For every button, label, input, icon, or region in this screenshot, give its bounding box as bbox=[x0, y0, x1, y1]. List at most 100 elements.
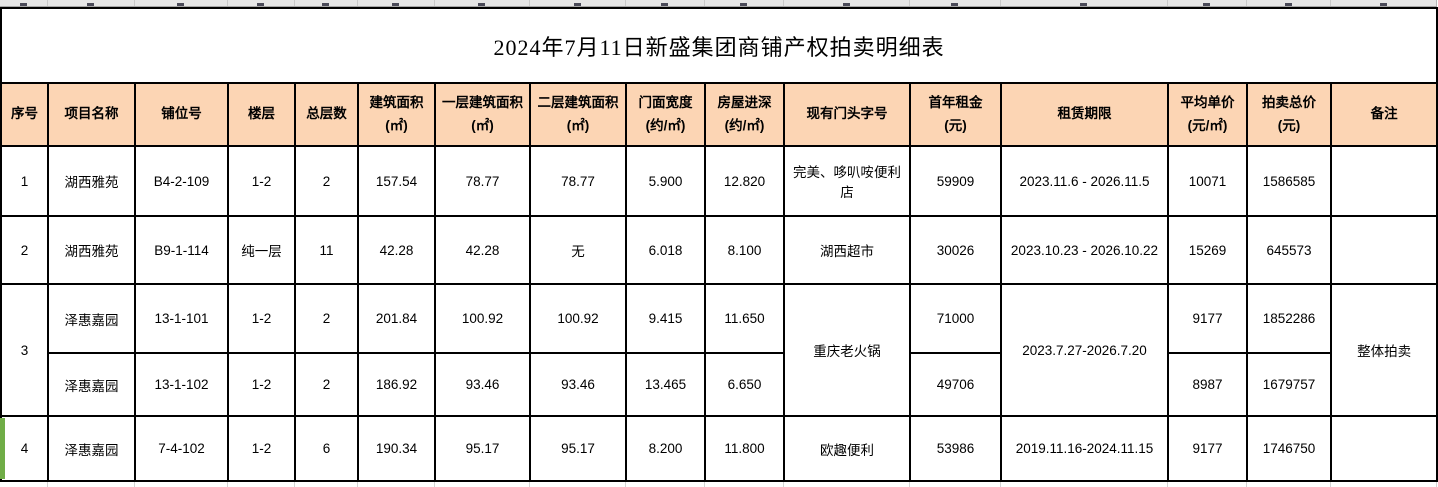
data-cell[interactable]: 湖西雅苑 bbox=[47, 145, 136, 217]
column-strip-segment[interactable] bbox=[704, 0, 784, 7]
column-strip-segment[interactable] bbox=[357, 0, 435, 7]
column-header-strip[interactable] bbox=[0, 0, 1437, 7]
data-cell-merged-remark[interactable]: 整体拍卖 bbox=[1329, 283, 1438, 417]
column-strip-segment[interactable] bbox=[625, 0, 705, 7]
column-header-total-floors[interactable]: 总层数 bbox=[294, 82, 359, 147]
data-cell[interactable]: B4-2-109 bbox=[134, 145, 229, 217]
column-strip-segment[interactable] bbox=[909, 0, 1001, 7]
column-strip-segment[interactable] bbox=[294, 0, 358, 7]
data-cell[interactable]: 645573 bbox=[1246, 215, 1332, 285]
data-cell[interactable]: 186.92 bbox=[357, 352, 436, 417]
data-cell[interactable]: 无 bbox=[529, 215, 627, 285]
data-cell[interactable]: 2023.11.6 - 2026.11.5 bbox=[1000, 145, 1169, 217]
column-strip-segment[interactable] bbox=[227, 0, 295, 7]
column-header-area-2f[interactable]: 二层建筑面积 (㎡) bbox=[529, 82, 627, 147]
column-strip-segment[interactable] bbox=[434, 0, 530, 7]
data-cell[interactable]: 2 bbox=[294, 283, 359, 354]
column-header-project[interactable]: 项目名称 bbox=[47, 82, 136, 147]
data-cell[interactable]: 15269 bbox=[1167, 215, 1248, 285]
data-cell[interactable]: 42.28 bbox=[357, 215, 436, 285]
column-strip-segment[interactable] bbox=[134, 0, 228, 7]
column-strip-segment[interactable] bbox=[1167, 0, 1247, 7]
data-cell[interactable]: 1-2 bbox=[227, 415, 296, 482]
data-cell[interactable]: 11.800 bbox=[704, 415, 785, 482]
column-header-remark[interactable]: 备注 bbox=[1329, 82, 1438, 147]
data-cell[interactable]: 6.018 bbox=[625, 215, 706, 285]
data-cell[interactable]: 湖西雅苑 bbox=[47, 215, 136, 285]
data-cell[interactable]: 49706 bbox=[909, 352, 1002, 417]
data-cell[interactable]: 湖西超市 bbox=[783, 215, 911, 285]
data-cell[interactable]: 5.900 bbox=[625, 145, 706, 217]
data-cell[interactable]: 13-1-102 bbox=[134, 352, 229, 417]
data-cell[interactable]: 1-2 bbox=[227, 145, 296, 217]
data-cell[interactable]: 100.92 bbox=[529, 283, 627, 354]
column-header-depth[interactable]: 房屋进深 (约/㎡) bbox=[704, 82, 785, 147]
data-cell[interactable]: 完美、哆叭咹便利店 bbox=[783, 145, 911, 217]
column-strip-segment[interactable] bbox=[47, 0, 135, 7]
data-cell[interactable]: 71000 bbox=[909, 283, 1002, 354]
data-cell[interactable]: 11.650 bbox=[704, 283, 785, 354]
data-cell[interactable]: 157.54 bbox=[357, 145, 436, 217]
column-header-floor[interactable]: 楼层 bbox=[227, 82, 296, 147]
column-strip-segment[interactable] bbox=[1330, 0, 1437, 7]
data-cell[interactable]: 8.200 bbox=[625, 415, 706, 482]
data-cell[interactable]: 12.820 bbox=[704, 145, 785, 217]
data-cell[interactable]: 9177 bbox=[1167, 283, 1248, 354]
column-header-seq[interactable]: 序号 bbox=[0, 82, 49, 147]
data-cell[interactable]: 2 bbox=[0, 215, 49, 285]
data-cell[interactable]: 59909 bbox=[909, 145, 1002, 217]
data-cell[interactable]: 2019.11.16-2024.11.15 bbox=[1000, 415, 1169, 482]
data-cell[interactable]: 泽惠嘉园 bbox=[47, 283, 136, 354]
data-cell[interactable]: 30026 bbox=[909, 215, 1002, 285]
data-cell[interactable]: 9177 bbox=[1167, 415, 1248, 482]
data-cell[interactable]: 93.46 bbox=[434, 352, 531, 417]
data-cell[interactable] bbox=[1329, 415, 1438, 482]
data-cell[interactable]: 190.34 bbox=[357, 415, 436, 482]
data-cell[interactable]: 纯一层 bbox=[227, 215, 296, 285]
data-cell[interactable]: 6 bbox=[294, 415, 359, 482]
data-cell[interactable]: 1-2 bbox=[227, 352, 296, 417]
column-header-first-year-rent[interactable]: 首年租金 (元) bbox=[909, 82, 1002, 147]
data-cell[interactable]: 2 bbox=[294, 352, 359, 417]
column-header-front-width[interactable]: 门面宽度 (约/㎡) bbox=[625, 82, 706, 147]
data-cell[interactable]: 78.77 bbox=[529, 145, 627, 217]
data-cell[interactable]: 42.28 bbox=[434, 215, 531, 285]
column-header-shop-no[interactable]: 铺位号 bbox=[134, 82, 229, 147]
data-cell[interactable]: 欧趣便利 bbox=[783, 415, 911, 482]
column-strip-segment[interactable] bbox=[783, 0, 910, 7]
column-strip-segment[interactable] bbox=[0, 0, 48, 7]
data-cell[interactable]: B9-1-114 bbox=[134, 215, 229, 285]
data-cell[interactable]: 1852286 bbox=[1246, 283, 1332, 354]
column-header-auction-total[interactable]: 拍卖总价 (元) bbox=[1246, 82, 1332, 147]
data-cell[interactable]: 8.100 bbox=[704, 215, 785, 285]
data-cell[interactable]: 78.77 bbox=[434, 145, 531, 217]
data-cell[interactable]: 9.415 bbox=[625, 283, 706, 354]
data-cell[interactable] bbox=[1329, 145, 1438, 217]
sheet-title-cell[interactable]: 2024年7月11日新盛集团商铺产权拍卖明细表 bbox=[0, 7, 1438, 84]
data-cell[interactable]: 100.92 bbox=[434, 283, 531, 354]
data-cell[interactable]: 95.17 bbox=[529, 415, 627, 482]
data-cell[interactable]: 4 bbox=[0, 415, 49, 482]
data-cell-merged-seq[interactable]: 3 bbox=[0, 283, 49, 417]
data-cell[interactable]: 1-2 bbox=[227, 283, 296, 354]
column-header-area[interactable]: 建筑面积 (㎡) bbox=[357, 82, 436, 147]
data-cell-merged-sign[interactable]: 重庆老火锅 bbox=[783, 283, 911, 417]
data-cell[interactable]: 201.84 bbox=[357, 283, 436, 354]
data-cell[interactable]: 53986 bbox=[909, 415, 1002, 482]
data-cell[interactable] bbox=[1329, 215, 1438, 285]
data-cell[interactable]: 2 bbox=[294, 145, 359, 217]
data-cell[interactable]: 1679757 bbox=[1246, 352, 1332, 417]
data-cell[interactable]: 13-1-101 bbox=[134, 283, 229, 354]
column-header-avg-price[interactable]: 平均单价 (元/㎡) bbox=[1167, 82, 1248, 147]
data-cell[interactable]: 泽惠嘉园 bbox=[47, 352, 136, 417]
column-strip-segment[interactable] bbox=[1246, 0, 1331, 7]
data-cell[interactable]: 11 bbox=[294, 215, 359, 285]
column-header-area-1f[interactable]: 一层建筑面积 (㎡) bbox=[434, 82, 531, 147]
data-cell[interactable]: 6.650 bbox=[704, 352, 785, 417]
data-cell[interactable]: 8987 bbox=[1167, 352, 1248, 417]
data-cell[interactable]: 13.465 bbox=[625, 352, 706, 417]
data-cell[interactable]: 2023.10.23 - 2026.10.22 bbox=[1000, 215, 1169, 285]
column-strip-segment[interactable] bbox=[529, 0, 626, 7]
data-cell-merged-lease[interactable]: 2023.7.27-2026.7.20 bbox=[1000, 283, 1169, 417]
data-cell[interactable]: 1 bbox=[0, 145, 49, 217]
